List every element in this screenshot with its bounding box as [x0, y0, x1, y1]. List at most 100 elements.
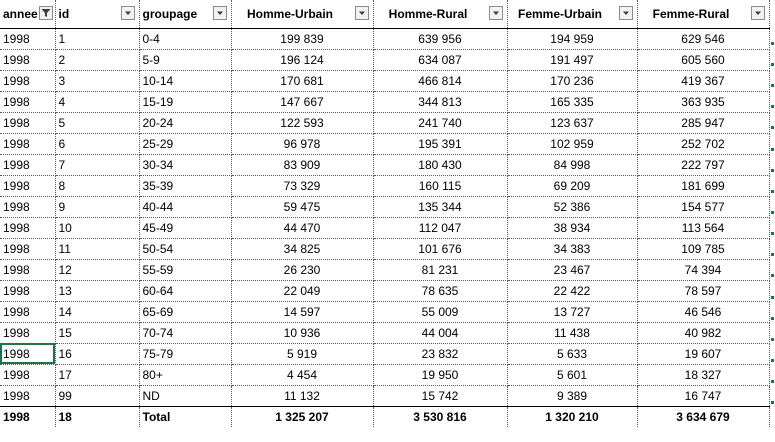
- cell-annee[interactable]: 1998: [0, 175, 56, 197]
- cell-annee[interactable]: 1998: [0, 280, 56, 302]
- cell-homme-rural[interactable]: 466 814: [373, 70, 508, 92]
- cell-femme-urbain[interactable]: 11 438: [507, 322, 638, 344]
- cell-id[interactable]: 3: [55, 70, 140, 92]
- cell-femme-rural[interactable]: 18 327: [637, 364, 770, 386]
- cell-annee[interactable]: 1998: [0, 259, 56, 281]
- cell-homme-urbain[interactable]: 59 475: [231, 196, 374, 218]
- cell-femme-rural[interactable]: 363 935: [637, 91, 770, 113]
- cell-femme-urbain[interactable]: 52 386: [507, 196, 638, 218]
- cell-id[interactable]: 7: [55, 154, 140, 176]
- cell-femme-rural[interactable]: 74 394: [637, 259, 770, 281]
- total-cell-femme-urbain[interactable]: 1 320 210: [507, 405, 638, 427]
- cell-id[interactable]: 99: [55, 385, 140, 407]
- total-cell-homme-urbain[interactable]: 1 325 207: [231, 405, 374, 427]
- cell-annee[interactable]: 1998: [0, 70, 56, 92]
- cell-id[interactable]: 17: [55, 364, 140, 386]
- cell-femme-urbain[interactable]: 102 959: [507, 133, 638, 155]
- cell-homme-urbain[interactable]: 34 825: [231, 238, 374, 260]
- cell-homme-rural[interactable]: 81 231: [373, 259, 508, 281]
- cell-femme-urbain[interactable]: 5 601: [507, 364, 638, 386]
- cell-femme-rural[interactable]: 113 564: [637, 217, 770, 239]
- cell-femme-rural[interactable]: 605 560: [637, 49, 770, 71]
- cell-groupage[interactable]: 70-74: [139, 322, 232, 344]
- cell-id[interactable]: 4: [55, 91, 140, 113]
- cell-id[interactable]: 15: [55, 322, 140, 344]
- cell-groupage[interactable]: 5-9: [139, 49, 232, 71]
- cell-homme-urbain[interactable]: 11 132: [231, 385, 374, 407]
- cell-homme-urbain[interactable]: 5 919: [231, 343, 374, 365]
- header-femme-urbain[interactable]: Femme-Urbain: [507, 0, 638, 29]
- cell-femme-urbain[interactable]: 13 727: [507, 301, 638, 323]
- cell-annee[interactable]: 1998: [0, 343, 56, 365]
- filter-dropdown-button[interactable]: [354, 6, 369, 20]
- cell-annee[interactable]: 1998: [0, 28, 56, 50]
- cell-femme-rural[interactable]: 109 785: [637, 238, 770, 260]
- cell-femme-rural[interactable]: 419 367: [637, 70, 770, 92]
- cell-homme-urbain[interactable]: 73 329: [231, 175, 374, 197]
- total-cell-groupage[interactable]: Total: [139, 405, 232, 427]
- cell-groupage[interactable]: 55-59: [139, 259, 232, 281]
- cell-femme-urbain[interactable]: 191 497: [507, 49, 638, 71]
- cell-annee[interactable]: 1998: [0, 301, 56, 323]
- cell-homme-urbain[interactable]: 10 936: [231, 322, 374, 344]
- cell-homme-rural[interactable]: 78 635: [373, 280, 508, 302]
- cell-annee[interactable]: 1998: [0, 364, 56, 386]
- cell-homme-rural[interactable]: 634 087: [373, 49, 508, 71]
- filter-dropdown-button[interactable]: [120, 6, 135, 20]
- cell-homme-rural[interactable]: 55 009: [373, 301, 508, 323]
- cell-homme-urbain[interactable]: 96 978: [231, 133, 374, 155]
- cell-homme-urbain[interactable]: 196 124: [231, 49, 374, 71]
- header-id[interactable]: id: [55, 0, 140, 29]
- cell-homme-rural[interactable]: 639 956: [373, 28, 508, 50]
- cell-annee[interactable]: 1998: [0, 49, 56, 71]
- cell-annee[interactable]: 1998: [0, 133, 56, 155]
- cell-homme-rural[interactable]: 15 742: [373, 385, 508, 407]
- cell-femme-urbain[interactable]: 38 934: [507, 217, 638, 239]
- cell-groupage[interactable]: 60-64: [139, 280, 232, 302]
- cell-femme-urbain[interactable]: 123 637: [507, 112, 638, 134]
- filter-active-button[interactable]: [38, 6, 53, 20]
- cell-homme-urbain[interactable]: 170 681: [231, 70, 374, 92]
- cell-groupage[interactable]: ND: [139, 385, 232, 407]
- cell-groupage[interactable]: 15-19: [139, 91, 232, 113]
- cell-annee[interactable]: 1998: [0, 91, 56, 113]
- total-cell-homme-rural[interactable]: 3 530 816: [373, 405, 508, 427]
- cell-id[interactable]: 11: [55, 238, 140, 260]
- cell-id[interactable]: 2: [55, 49, 140, 71]
- filter-dropdown-button[interactable]: [750, 6, 765, 20]
- cell-id[interactable]: 13: [55, 280, 140, 302]
- cell-groupage[interactable]: 65-69: [139, 301, 232, 323]
- cell-id[interactable]: 9: [55, 196, 140, 218]
- cell-femme-rural[interactable]: 78 597: [637, 280, 770, 302]
- cell-homme-urbain[interactable]: 122 593: [231, 112, 374, 134]
- total-cell-femme-rural[interactable]: 3 634 679: [637, 405, 770, 427]
- cell-femme-rural[interactable]: 629 546: [637, 28, 770, 50]
- cell-groupage[interactable]: 30-34: [139, 154, 232, 176]
- cell-id[interactable]: 10: [55, 217, 140, 239]
- header-homme-urbain[interactable]: Homme-Urbain: [231, 0, 374, 29]
- cell-annee[interactable]: 1998: [0, 217, 56, 239]
- cell-groupage[interactable]: 20-24: [139, 112, 232, 134]
- cell-id[interactable]: 6: [55, 133, 140, 155]
- total-cell-id[interactable]: 18: [55, 405, 140, 427]
- cell-homme-rural[interactable]: 44 004: [373, 322, 508, 344]
- cell-femme-urbain[interactable]: 165 335: [507, 91, 638, 113]
- cell-annee[interactable]: 1998: [0, 385, 56, 407]
- cell-femme-urbain[interactable]: 170 236: [507, 70, 638, 92]
- cell-homme-urbain[interactable]: 26 230: [231, 259, 374, 281]
- cell-homme-urbain[interactable]: 44 470: [231, 217, 374, 239]
- filter-dropdown-button[interactable]: [212, 6, 227, 20]
- cell-femme-rural[interactable]: 222 797: [637, 154, 770, 176]
- cell-annee[interactable]: 1998: [0, 322, 56, 344]
- filter-dropdown-button[interactable]: [488, 6, 503, 20]
- cell-femme-rural[interactable]: 181 699: [637, 175, 770, 197]
- cell-homme-rural[interactable]: 241 740: [373, 112, 508, 134]
- cell-annee[interactable]: 1998: [0, 154, 56, 176]
- cell-annee[interactable]: 1998: [0, 196, 56, 218]
- cell-id[interactable]: 16: [55, 343, 140, 365]
- cell-femme-urbain[interactable]: 69 209: [507, 175, 638, 197]
- cell-id[interactable]: 12: [55, 259, 140, 281]
- cell-femme-urbain[interactable]: 34 383: [507, 238, 638, 260]
- cell-groupage[interactable]: 45-49: [139, 217, 232, 239]
- cell-femme-urbain[interactable]: 84 998: [507, 154, 638, 176]
